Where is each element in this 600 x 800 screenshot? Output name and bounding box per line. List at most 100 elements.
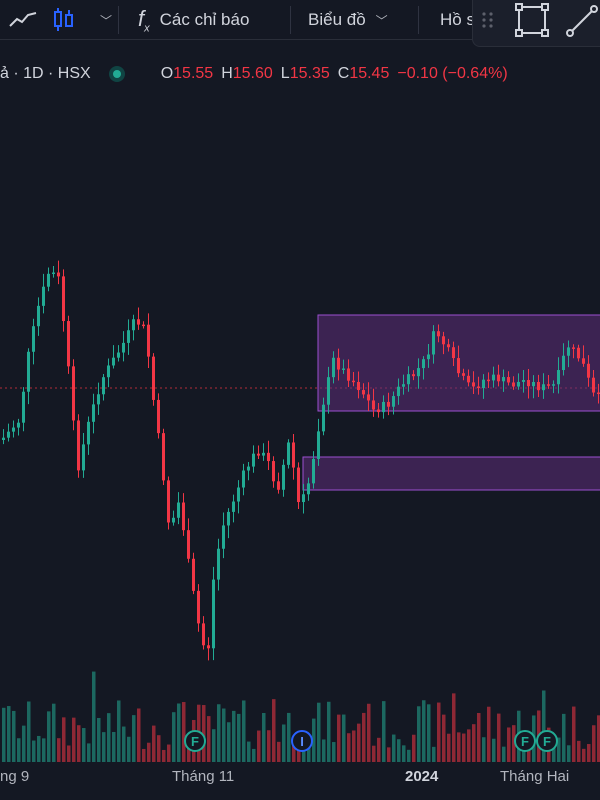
- volume-bar: [542, 690, 546, 762]
- volume-bar: [177, 703, 181, 762]
- candle: [552, 384, 555, 386]
- volume-bar: [262, 713, 266, 762]
- candle: [62, 276, 65, 322]
- volume-bar: [452, 693, 456, 762]
- candle: [132, 319, 135, 331]
- financials-event-badge[interactable]: F: [184, 730, 206, 752]
- candle: [102, 377, 105, 395]
- candle: [232, 501, 235, 512]
- candle: [342, 368, 345, 370]
- candle: [167, 480, 170, 523]
- volume-bar: [132, 715, 136, 762]
- candle: [372, 400, 375, 410]
- close-key: C: [337, 65, 350, 82]
- candle: [277, 481, 280, 490]
- market-status-icon[interactable]: [108, 66, 125, 82]
- candle: [37, 305, 40, 327]
- candle: [442, 336, 445, 345]
- volume-bar: [162, 749, 166, 762]
- profile-button[interactable]: Hồ s: [440, 0, 475, 40]
- volume-bar: [62, 717, 66, 762]
- indicators-button[interactable]: fx Các chỉ báo: [138, 0, 249, 40]
- volume-bar: [407, 749, 411, 762]
- trend-line-icon[interactable]: [566, 5, 598, 37]
- volume-bar: [287, 712, 291, 762]
- high-key: H: [221, 65, 233, 82]
- candle: [412, 374, 415, 377]
- candle: [497, 374, 500, 382]
- volume-bar: [142, 748, 146, 762]
- volume-bar: [382, 701, 386, 762]
- candle: [382, 401, 385, 413]
- candle: [162, 433, 165, 481]
- line-chart-icon[interactable]: [8, 0, 38, 40]
- toolbar-divider: [118, 6, 119, 34]
- volume-bar: [442, 714, 446, 762]
- volume-bar: [557, 737, 561, 762]
- chevron-down-icon[interactable]: ﹀: [100, 13, 113, 28]
- candle: [287, 442, 290, 465]
- info-event-badge[interactable]: I: [291, 730, 313, 752]
- volume-bar: [417, 706, 421, 762]
- rectangle-icon[interactable]: [515, 3, 549, 37]
- volume-bar: [387, 747, 391, 762]
- volume-bar: [147, 742, 151, 762]
- candle: [532, 382, 535, 387]
- financials-event-badge[interactable]: F: [514, 730, 536, 752]
- volume-bar: [482, 737, 486, 762]
- candles-icon[interactable]: [52, 0, 76, 40]
- volume-bar: [492, 738, 496, 762]
- candle: [547, 384, 550, 386]
- candle: [172, 517, 175, 523]
- candle: [12, 427, 15, 432]
- candle: [197, 590, 200, 624]
- candle: [432, 331, 435, 355]
- xaxis-label: Tháng Hai: [500, 768, 570, 785]
- candle: [22, 391, 25, 423]
- financials-event-badge[interactable]: F: [536, 730, 558, 752]
- chart-type-button[interactable]: Biểu đồ ﹀: [308, 0, 388, 40]
- volume-bar: [332, 742, 336, 762]
- candle: [472, 382, 475, 387]
- candle: [192, 558, 195, 591]
- volume-bar: [402, 745, 406, 762]
- toolbar-divider: [418, 6, 419, 34]
- candle: [562, 355, 565, 371]
- candle: [407, 374, 410, 385]
- low-value: 15.35: [289, 65, 330, 82]
- candle: [242, 470, 245, 488]
- support-zone[interactable]: [302, 456, 600, 491]
- change-value: −0.10 (−0.64%): [397, 65, 508, 82]
- volume-bar: [307, 738, 311, 762]
- toolbar-divider: [290, 6, 291, 34]
- volume-bar: [22, 725, 26, 762]
- indicators-label: Các chỉ báo: [159, 10, 250, 29]
- open-key: O: [160, 65, 174, 82]
- high-value: 15.60: [232, 65, 273, 82]
- candle: [27, 351, 30, 392]
- candle: [142, 324, 145, 327]
- volume-bar: [237, 713, 241, 762]
- candle: [387, 401, 390, 407]
- volume-bar: [17, 738, 21, 762]
- candle: [77, 420, 80, 471]
- candle: [152, 356, 155, 400]
- volume-bar: [222, 708, 226, 762]
- candle: [202, 623, 205, 646]
- candle: [377, 409, 380, 413]
- candle: [92, 404, 95, 422]
- candle: [262, 452, 265, 456]
- candle: [302, 494, 305, 503]
- volume-bar: [267, 730, 271, 762]
- symbol-label[interactable]: ả · 1D · HSX: [0, 65, 91, 82]
- volume-bar: [467, 729, 471, 762]
- chevron-down-icon: ﹀: [375, 13, 388, 28]
- volume-bar: [302, 748, 306, 762]
- candle: [467, 375, 470, 383]
- volume-bar: [217, 704, 221, 762]
- drag-handle-icon[interactable]: [482, 12, 493, 28]
- volume-bar: [97, 717, 101, 762]
- profile-label: Hồ s: [440, 10, 475, 29]
- candle: [512, 382, 515, 387]
